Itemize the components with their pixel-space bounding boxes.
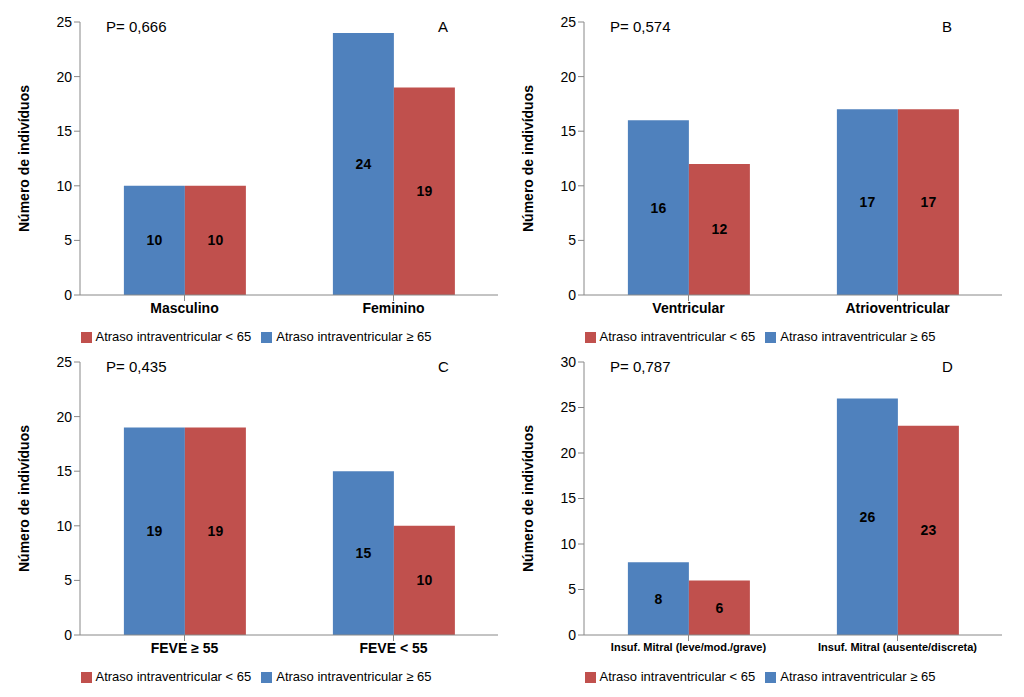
svg-text:15: 15 [356, 545, 372, 561]
svg-text:15: 15 [560, 490, 576, 506]
svg-text:17: 17 [860, 194, 876, 210]
svg-text:20: 20 [56, 69, 72, 85]
svg-text:6: 6 [715, 600, 723, 616]
svg-text:19: 19 [147, 523, 163, 539]
svg-text:19: 19 [208, 523, 224, 539]
html-text:Atraso intraventricular ≥ 65: Atraso intraventricular ≥ 65 [780, 669, 936, 684]
html-text:P= 0,574: P= 0,574 [610, 18, 671, 35]
svg-text:FEVE < 55: FEVE < 55 [359, 640, 427, 656]
html-text:P= 0,666: P= 0,666 [106, 18, 167, 35]
html-text:Atraso intraventricular < 65: Atraso intraventricular < 65 [95, 329, 252, 344]
svg-text:Número de indivíduos: Número de indivíduos [16, 85, 32, 232]
html-text:P= 0,787: P= 0,787 [610, 358, 671, 375]
svg-text:5: 5 [568, 232, 576, 248]
svg-text:Masculino: Masculino [150, 300, 218, 316]
svg-text:10: 10 [560, 178, 576, 194]
svg-text:5: 5 [568, 581, 576, 597]
svg-text:Feminino: Feminino [362, 300, 424, 316]
html-text:Atraso intraventricular < 65: Atraso intraventricular < 65 [599, 669, 756, 684]
html-text:P= 0,435: P= 0,435 [106, 358, 167, 375]
svg-text:10: 10 [417, 572, 433, 588]
svg-text:19: 19 [417, 183, 433, 199]
svg-text:25: 25 [56, 14, 72, 30]
svg-text:0: 0 [568, 287, 576, 303]
svg-text:Número de indivíduos: Número de indivíduos [520, 85, 536, 232]
html-text:Atraso intraventricular < 65: Atraso intraventricular < 65 [95, 669, 252, 684]
svg-text:5: 5 [64, 572, 72, 588]
svg-text:10: 10 [208, 232, 224, 248]
svg-text:Insuf. Mitral (leve/mod./grave: Insuf. Mitral (leve/mod./grave) [611, 641, 767, 653]
svg-text:Número de indivíduos: Número de indivíduos [520, 425, 536, 572]
html-text:Atraso intraventricular ≥ 65: Atraso intraventricular ≥ 65 [780, 329, 936, 344]
svg-text:FEVE ≥ 55: FEVE ≥ 55 [151, 640, 219, 656]
svg-text:15: 15 [56, 123, 72, 139]
svg-text:16: 16 [651, 200, 667, 216]
svg-text:15: 15 [56, 463, 72, 479]
svg-text:23: 23 [921, 522, 937, 538]
svg-text:5: 5 [64, 232, 72, 248]
svg-text:26: 26 [860, 509, 876, 525]
svg-text:20: 20 [560, 69, 576, 85]
svg-text:12: 12 [712, 221, 728, 237]
svg-text:Atrioventricular: Atrioventricular [845, 300, 950, 316]
svg-text:0: 0 [64, 287, 72, 303]
html-text:D: D [942, 358, 953, 375]
svg-text:Ventricular: Ventricular [652, 300, 725, 316]
svg-text:25: 25 [560, 399, 576, 415]
svg-text:30: 30 [560, 354, 576, 370]
html-text:A: A [438, 18, 448, 35]
svg-text:8: 8 [654, 591, 662, 607]
svg-text:20: 20 [56, 409, 72, 425]
svg-text:0: 0 [568, 627, 576, 643]
svg-text:17: 17 [921, 194, 937, 210]
svg-text:10: 10 [560, 536, 576, 552]
svg-text:20: 20 [560, 445, 576, 461]
svg-text:10: 10 [147, 232, 163, 248]
html-text:Atraso intraventricular < 65: Atraso intraventricular < 65 [599, 329, 756, 344]
svg-text:10: 10 [56, 178, 72, 194]
svg-text:24: 24 [356, 156, 372, 172]
html-text:Atraso intraventricular ≥ 65: Atraso intraventricular ≥ 65 [276, 329, 432, 344]
svg-text:Número de indivíduos: Número de indivíduos [16, 425, 32, 572]
svg-text:0: 0 [64, 627, 72, 643]
html-text:C: C [438, 358, 449, 375]
html-text:Atraso intraventricular ≥ 65: Atraso intraventricular ≥ 65 [276, 669, 432, 684]
svg-text:25: 25 [56, 354, 72, 370]
svg-text:15: 15 [560, 123, 576, 139]
html-text:B: B [942, 18, 952, 35]
svg-text:10: 10 [56, 518, 72, 534]
svg-text:25: 25 [560, 14, 576, 30]
svg-text:Insuf. Mitral (ausente/discret: Insuf. Mitral (ausente/discreta) [818, 641, 977, 653]
